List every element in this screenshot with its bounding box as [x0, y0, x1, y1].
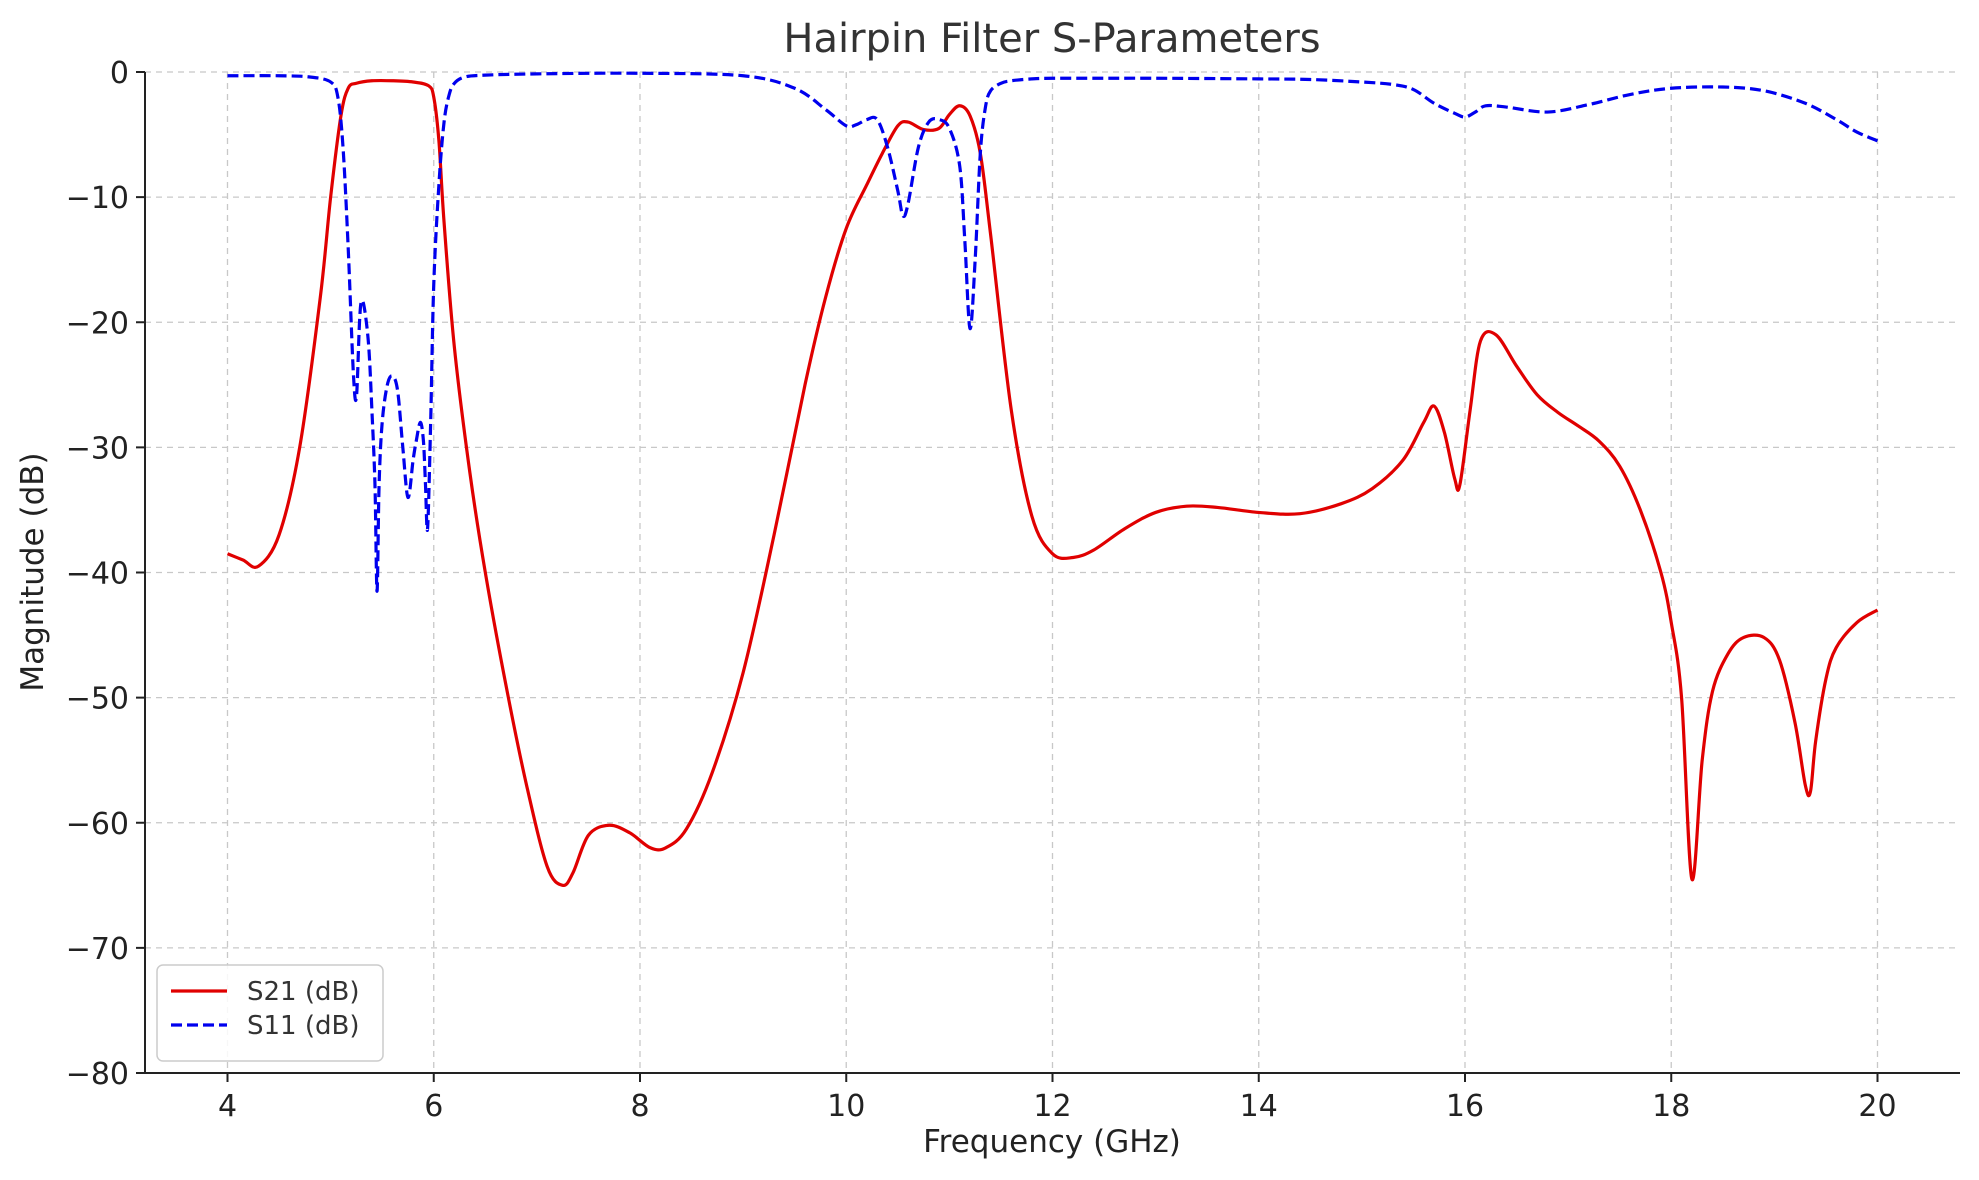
- y-tick-label: −70: [66, 932, 129, 967]
- x-tick-label: 6: [424, 1089, 443, 1124]
- ticks: 4 6 8 10 12 14 16 18 20 0 −10 −20 −30 −40 −50 −60 −70 −80: [66, 56, 1897, 1124]
- x-tick-label: 4: [218, 1089, 237, 1124]
- y-tick-label: 0: [110, 56, 129, 91]
- y-tick-label: −10: [66, 181, 129, 216]
- y-tick-label: −20: [66, 306, 129, 341]
- x-tick-label: 10: [827, 1089, 865, 1124]
- x-axis-label: Frequency (GHz): [923, 1124, 1181, 1160]
- legend-label-s11-db: S11 (dB): [247, 1011, 359, 1041]
- y-tick-label: −50: [66, 682, 129, 717]
- chart-title: Hairpin Filter S-Parameters: [783, 16, 1320, 62]
- x-tick-label: 20: [1858, 1089, 1896, 1124]
- legend-box: [156, 964, 384, 1062]
- y-tick-label: −40: [66, 557, 129, 592]
- y-tick-label: −30: [66, 431, 129, 466]
- y-tick-label: −80: [66, 1057, 129, 1092]
- x-tick-label: 8: [630, 1089, 649, 1124]
- x-tick-label: 16: [1446, 1089, 1484, 1124]
- legend: S21 (dB) S11 (dB): [156, 964, 384, 1062]
- x-tick-label: 12: [1033, 1089, 1071, 1124]
- plot-area: [226, 71, 1879, 888]
- y-tick-label: −60: [66, 807, 129, 842]
- series-line-s11-db: [227, 71, 1879, 593]
- legend-label-s21-db: S21 (dB): [247, 977, 359, 1007]
- grid: [145, 71, 1960, 1074]
- x-tick-label: 18: [1652, 1089, 1690, 1124]
- y-axis-label: Magnitude (dB): [15, 452, 51, 691]
- x-tick-label: 14: [1240, 1089, 1278, 1124]
